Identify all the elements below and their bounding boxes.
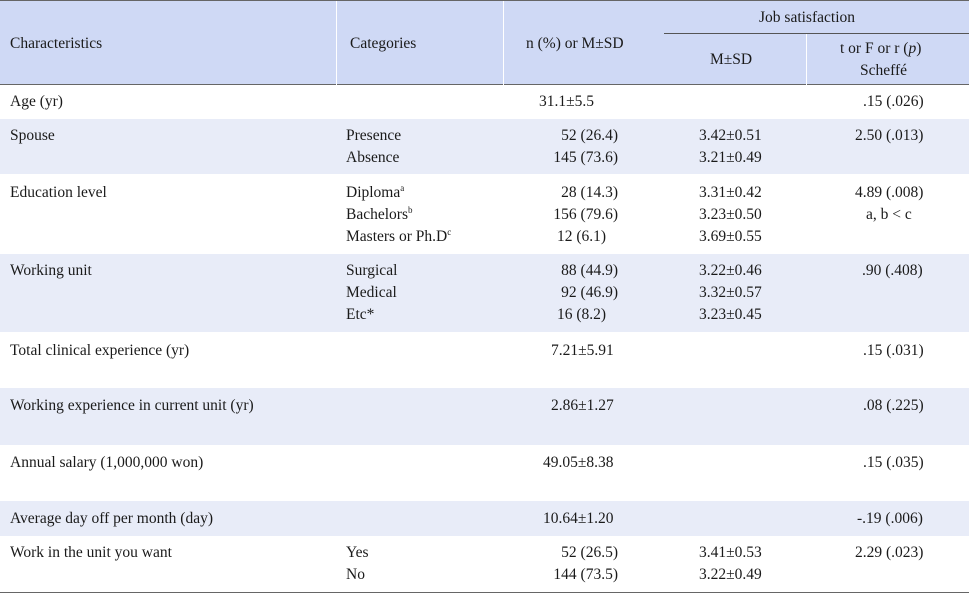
n-cell: 88 (44.9) 92 (46.9) [561, 262, 618, 301]
n-cell: 28 (14.3) 156 (79.6) [553, 184, 618, 223]
n-cell: 52 (26.5) [561, 544, 618, 561]
stat-cell: 2.50 (.013) [855, 127, 924, 144]
stat-cell: .15 (.035) [863, 454, 924, 471]
table-row: Spouse Presence Absence 52 (26.4) 145 (7… [0, 119, 969, 174]
msd-cell: 3.41±0.53 3.22±0.49 [699, 544, 762, 583]
header-stat-line2: Scheffé [860, 62, 908, 79]
category-cell: Diplomaa Bachelorsb Masters or Ph.Dc [346, 183, 452, 246]
characteristic-cell: Annual salary (1,000,000 won) [10, 454, 204, 471]
header-stat-line1: t or F or r (p) [840, 40, 922, 57]
table-row: Education level Diplomaa Bachelorsb Mast… [0, 174, 969, 254]
stat-cell: -.19 (.006) [857, 510, 923, 527]
header-msd: M±SD [710, 51, 753, 68]
table-row: Age (yr) 31.1±5.5 .15 (.026) [0, 85, 969, 119]
msd-cell: 3.22±0.46 3.32±0.57 3.23±0.45 [699, 262, 762, 323]
table-row: Total clinical experience (yr) 7.21±5.91… [0, 332, 969, 388]
table-row: Working experience in current unit (yr) … [0, 388, 969, 445]
header-characteristics: Characteristics [10, 35, 103, 52]
msd-cell: 3.31±0.42 3.23±0.50 3.69±0.55 [699, 184, 762, 245]
category-cell: Surgical Medical Etc* [346, 262, 398, 323]
characteristic-cell: Average day off per month (day) [10, 510, 213, 527]
table-bottom-rule [0, 592, 969, 593]
n-cell: 12 (6.1) [557, 228, 607, 245]
n-cell: 31.1±5.5 [539, 93, 595, 110]
characteristic-cell: Spouse [10, 127, 55, 144]
n-cell: 2.86±1.27 [551, 397, 614, 414]
characteristic-cell: Working experience in current unit (yr) [10, 397, 254, 414]
n-cell: 7.21±5.91 [551, 342, 614, 359]
table-row: Work in the unit you want Yes No 52 (26.… [0, 536, 969, 592]
header-n-percent: n (%) or M±SD [526, 35, 624, 52]
n-cell: 52 (26.4) [561, 127, 618, 144]
characteristic-cell: Education level [10, 184, 107, 201]
table-row: Average day off per month (day) 10.64±1.… [0, 501, 969, 536]
characteristic-cell: Working unit [10, 262, 92, 279]
header-job-satisfaction: Job satisfaction [759, 9, 855, 26]
stat-cell: .15 (.031) [863, 342, 924, 359]
header-categories: Categories [350, 35, 417, 52]
n-cell: 145 (73.6) [553, 149, 618, 166]
characteristic-cell: Total clinical experience (yr) [10, 342, 190, 359]
table-row: Working unit Surgical Medical Etc* 88 (4… [0, 254, 969, 332]
scheffe-cell: a, b < c [866, 206, 912, 223]
characteristic-cell: Work in the unit you want [10, 544, 172, 561]
table-row: Annual salary (1,000,000 won) 49.05±8.38… [0, 445, 969, 501]
stat-cell: 2.29 (.023) [855, 544, 924, 561]
stat-cell: 4.89 (.008) [855, 184, 924, 201]
stat-cell: .15 (.026) [863, 93, 924, 110]
msd-cell: 3.42±0.51 3.21±0.49 [699, 127, 762, 166]
category-cell: Presence Absence [346, 127, 402, 166]
stat-cell: .90 (.408) [862, 262, 923, 279]
n-cell: 49.05±8.38 [543, 454, 614, 471]
n-cell: 16 (8.2) [557, 306, 607, 323]
category-cell: Yes No [346, 544, 369, 583]
stat-cell: .08 (.225) [863, 397, 924, 414]
characteristic-cell: Age (yr) [10, 93, 63, 110]
n-cell: 10.64±1.20 [543, 510, 614, 527]
table-header: Characteristics Categories n (%) or M±SD… [0, 0, 969, 85]
n-cell: 144 (73.5) [553, 566, 618, 583]
